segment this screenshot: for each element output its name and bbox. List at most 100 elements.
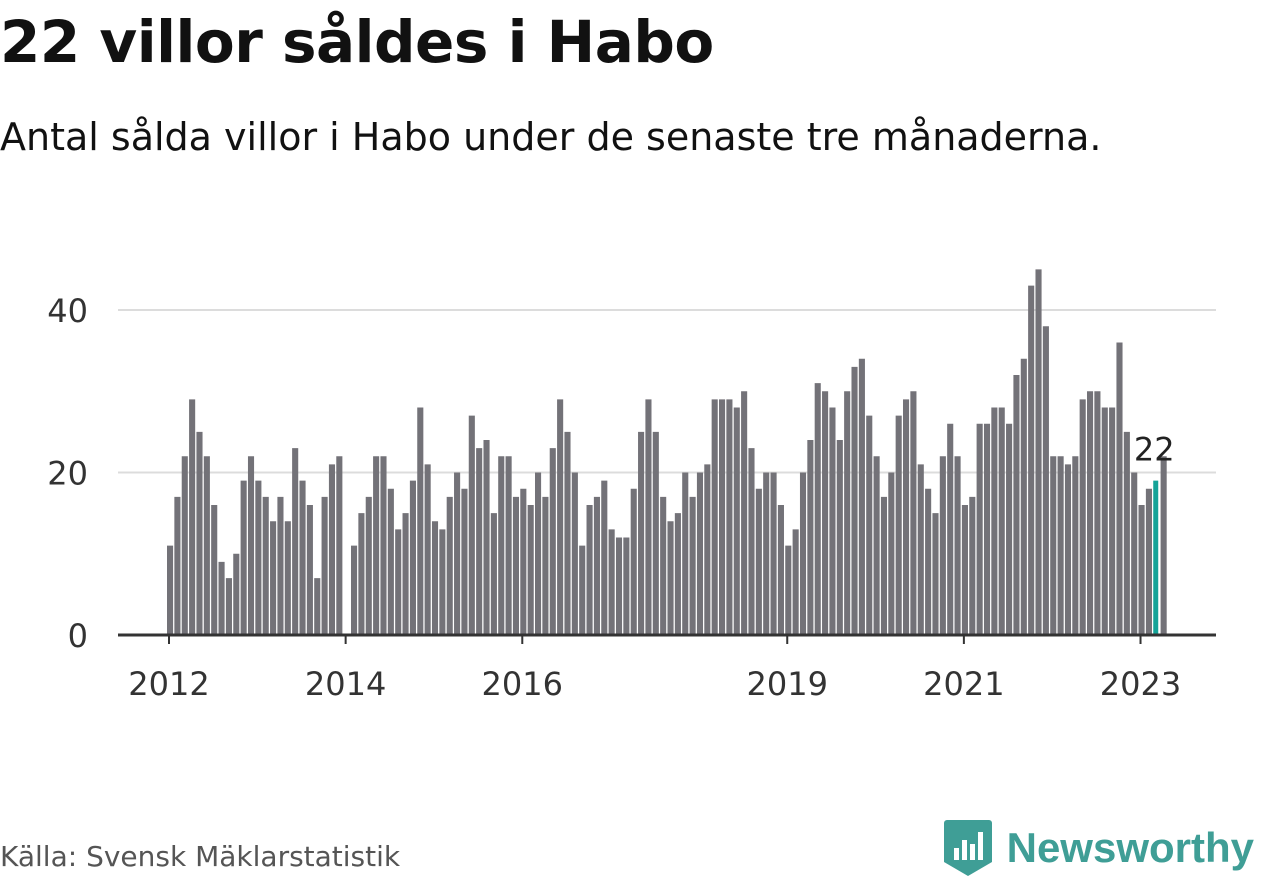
bar	[1042, 326, 1049, 635]
y-tick-label: 20	[47, 455, 88, 493]
bar	[306, 505, 313, 635]
bar	[277, 496, 284, 635]
bar	[814, 383, 821, 635]
bar	[1057, 456, 1064, 635]
bar	[1138, 505, 1145, 635]
highlight-bar	[1153, 480, 1159, 635]
bar	[652, 431, 659, 635]
bar	[844, 391, 851, 635]
bar	[601, 480, 608, 635]
bar	[380, 456, 387, 635]
bar	[417, 407, 424, 635]
bar	[336, 456, 343, 635]
bar	[873, 456, 880, 635]
bar-chart-badge-icon	[943, 820, 992, 876]
y-tick-label: 40	[47, 292, 88, 330]
bar	[586, 505, 593, 635]
bar	[549, 448, 556, 635]
bar	[1094, 391, 1101, 635]
bar	[395, 529, 402, 635]
x-tick-label: 2016	[482, 665, 563, 703]
bar	[998, 407, 1005, 635]
bars	[167, 269, 1167, 635]
bar	[689, 496, 696, 635]
bar	[829, 407, 836, 635]
bar	[1006, 423, 1013, 635]
bar	[866, 415, 873, 635]
bar	[719, 399, 726, 635]
bar	[1035, 269, 1042, 635]
bar	[505, 456, 512, 635]
chart-title: 22 villor såldes i Habo	[0, 8, 714, 76]
bar	[1123, 431, 1130, 635]
bar	[512, 496, 520, 635]
bar	[674, 513, 681, 635]
bar	[792, 529, 799, 635]
bar	[373, 456, 380, 635]
bar	[1109, 407, 1116, 635]
bar	[682, 472, 689, 635]
bar	[1020, 358, 1027, 635]
bar	[557, 399, 564, 635]
chart-subtitle: Antal sålda villor i Habo under de senas…	[0, 115, 1102, 159]
bar	[203, 456, 210, 635]
bar	[667, 521, 674, 635]
bar	[991, 407, 998, 635]
bar	[520, 488, 527, 635]
bar	[314, 578, 321, 635]
bar	[696, 472, 704, 635]
bar	[439, 529, 446, 635]
bar	[1160, 456, 1167, 635]
bar	[903, 399, 910, 635]
bar	[1028, 285, 1035, 635]
bar	[726, 399, 733, 635]
bar	[711, 399, 718, 635]
bar	[910, 391, 917, 635]
bar	[1064, 464, 1072, 635]
highlight-value-label: 22	[1134, 431, 1175, 469]
bar	[1116, 342, 1123, 635]
bar	[777, 505, 784, 635]
bar	[895, 415, 902, 635]
bar	[255, 480, 262, 635]
bar-chart: 0 20 40 2012 2014 2016 2019 2021 2023 22	[47, 269, 1216, 703]
bar	[733, 407, 740, 635]
bar	[292, 448, 299, 635]
bar	[174, 496, 181, 635]
bar	[799, 472, 807, 635]
bar	[358, 513, 365, 635]
x-tick-label: 2019	[747, 665, 828, 703]
x-tick-label: 2023	[1100, 665, 1181, 703]
bar	[461, 488, 468, 635]
bar	[763, 472, 770, 635]
bar	[1101, 407, 1108, 635]
bar	[365, 496, 372, 635]
bar	[299, 480, 306, 635]
bar	[961, 505, 968, 635]
bar	[535, 472, 542, 635]
y-tick-label: 0	[68, 617, 88, 655]
bar	[770, 472, 777, 635]
bar	[858, 358, 865, 635]
bar	[424, 464, 431, 635]
gridlines	[118, 309, 1216, 474]
bar	[645, 399, 652, 635]
bar	[969, 496, 976, 635]
bar	[211, 505, 218, 635]
bar	[542, 496, 549, 635]
bar	[785, 545, 792, 635]
bar	[983, 423, 991, 635]
bar	[748, 448, 755, 635]
bar	[836, 440, 843, 635]
bar	[233, 553, 240, 635]
bar	[431, 521, 439, 635]
bar	[579, 545, 586, 635]
bar	[189, 399, 196, 635]
bar	[167, 545, 174, 635]
bar	[468, 415, 475, 635]
bar	[321, 496, 328, 635]
bar	[755, 488, 762, 635]
bar	[409, 480, 416, 635]
bar	[387, 488, 394, 635]
bar	[196, 431, 203, 635]
